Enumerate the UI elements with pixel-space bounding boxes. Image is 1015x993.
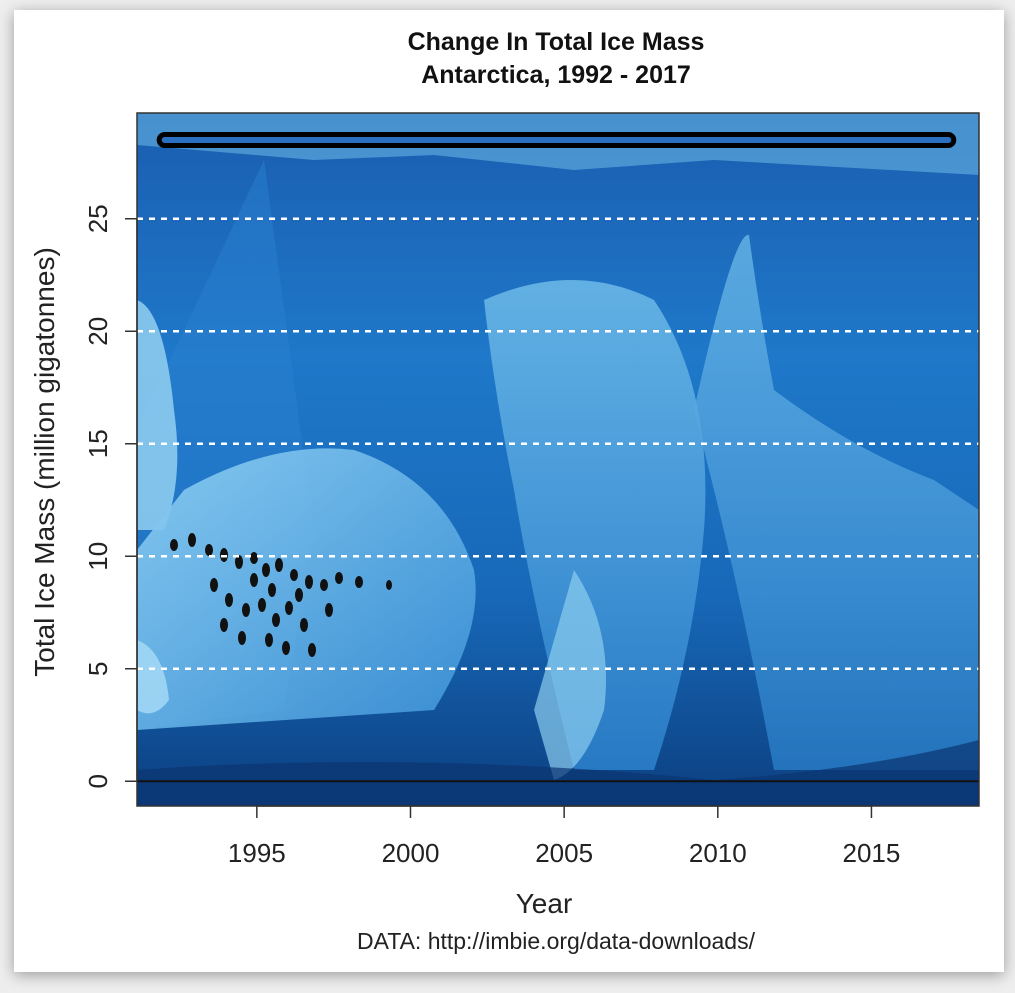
x-tick-label: 2010: [689, 838, 747, 868]
y-tick-label: 0: [83, 774, 113, 788]
y-tick-label: 20: [83, 317, 113, 346]
chart-card: 1995 2000 2005 2010 2015 0 5 10 15 20 25 Change I…: [14, 10, 1004, 972]
x-tick-label: 2015: [843, 838, 901, 868]
iceberg-background-image: [137, 113, 979, 806]
y-axis-label: Total Ice Mass (million gigatonnes): [29, 247, 60, 677]
y-tick-label: 10: [83, 542, 113, 571]
x-tick-label: 2000: [382, 838, 440, 868]
gridlines: [137, 217, 979, 670]
x-tick-label: 1995: [228, 838, 286, 868]
penguin-cluster: [170, 533, 392, 657]
x-tick-label: 2005: [535, 838, 593, 868]
data-source-note: DATA: http://imbie.org/data-downloads/: [357, 928, 756, 954]
y-axis: 0 5 10 15 20 25: [83, 204, 138, 788]
x-axis: 1995 2000 2005 2010 2015: [228, 805, 901, 868]
y-tick-label: 15: [83, 429, 113, 458]
y-tick-label: 25: [83, 204, 113, 233]
chart-title: Change In Total Ice Mass: [408, 28, 705, 56]
chart-subtitle: Antarctica, 1992 - 2017: [421, 61, 691, 89]
x-axis-label: Year: [516, 888, 573, 919]
chart-svg: 1995 2000 2005 2010 2015 0 5 10 15 20 25 Change I…: [29, 28, 980, 954]
y-tick-label: 5: [83, 662, 113, 676]
